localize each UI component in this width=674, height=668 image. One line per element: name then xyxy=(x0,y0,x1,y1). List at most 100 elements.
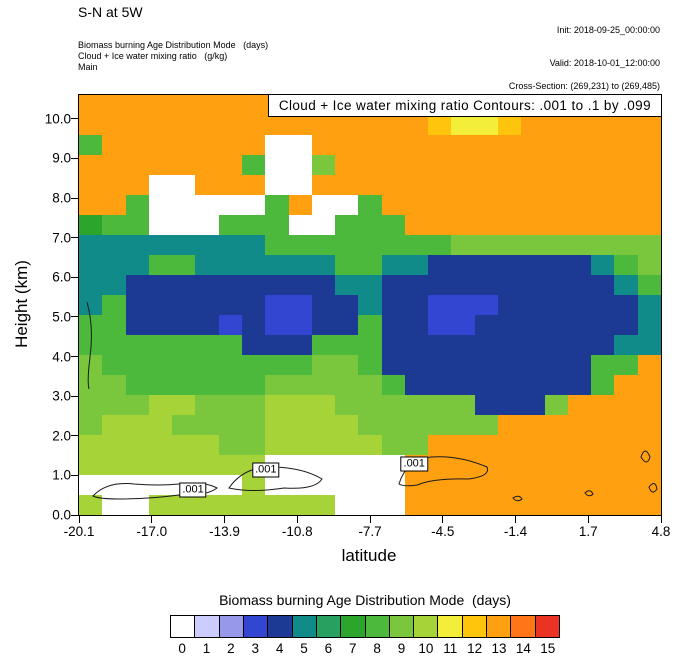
heatmap-cell xyxy=(591,155,615,175)
legend-color-cell xyxy=(413,616,438,637)
heatmap-cell xyxy=(125,475,149,495)
heatmap-cell xyxy=(195,195,219,215)
heatmap-cell xyxy=(311,175,336,195)
heatmap-cell xyxy=(474,475,499,495)
heatmap-cell xyxy=(125,255,149,275)
heatmap-cell xyxy=(521,475,545,495)
heatmap-cell xyxy=(521,455,545,475)
heatmap-cell xyxy=(498,215,522,235)
heatmap-cell xyxy=(358,315,382,335)
x-tick-label: -20.1 xyxy=(63,524,95,539)
heatmap-cell xyxy=(125,175,149,195)
heatmap-cell xyxy=(591,375,615,395)
y-tick-mark xyxy=(71,118,79,120)
heatmap-cell xyxy=(544,195,568,215)
heatmap-cell xyxy=(498,435,522,455)
heatmap-cell xyxy=(358,195,382,215)
heatmap-cell xyxy=(125,275,149,295)
field-description-block: Biomass burning Age Distribution Mode (d… xyxy=(78,40,268,73)
heatmap-cell xyxy=(288,495,312,515)
legend-tick-label: 2 xyxy=(227,641,235,656)
heatmap-cell xyxy=(358,135,382,155)
heatmap-cell xyxy=(428,435,452,455)
y-tick-mark xyxy=(71,157,79,159)
heatmap-cell xyxy=(265,315,289,335)
contour-value-label: .001 xyxy=(252,462,280,478)
legend-color-cell xyxy=(486,616,511,637)
heatmap-cell xyxy=(125,415,149,435)
heatmap-cell xyxy=(381,295,405,315)
heatmap-cell xyxy=(125,455,149,475)
heatmap-cell xyxy=(241,395,266,415)
heatmap-cell xyxy=(218,455,242,475)
heatmap-cell xyxy=(335,255,359,275)
heatmap-cell xyxy=(172,215,196,235)
y-tick-mark xyxy=(71,197,79,199)
heatmap-cell xyxy=(218,235,242,255)
heatmap-cell xyxy=(591,215,615,235)
heatmap-cell xyxy=(358,235,382,255)
timestamp-block: Init: 2018-09-25_00:00:00 Valid: 2018-10… xyxy=(550,3,660,91)
heatmap-cell xyxy=(265,175,289,195)
heatmap-cell xyxy=(335,235,359,255)
heatmap-cell xyxy=(381,355,405,375)
legend-color-cell xyxy=(364,616,389,637)
heatmap-cell xyxy=(218,195,242,215)
heatmap-cell xyxy=(79,255,103,275)
heatmap-cell xyxy=(79,95,103,115)
heatmap-cell xyxy=(567,255,592,275)
heatmap-cell xyxy=(358,435,382,455)
heatmap-cell xyxy=(428,295,452,315)
heatmap-cell xyxy=(195,315,219,335)
x-tick-mark xyxy=(78,515,80,523)
heatmap-cell xyxy=(125,395,149,415)
heatmap-cell xyxy=(311,295,336,315)
heatmap-cell xyxy=(288,375,312,395)
heatmap-cell xyxy=(591,495,615,515)
heatmap-cell xyxy=(498,315,522,335)
heatmap-cell xyxy=(172,335,196,355)
heatmap-cell xyxy=(404,315,429,335)
heatmap-cell xyxy=(241,95,266,115)
heatmap-cell xyxy=(381,455,405,475)
heatmap-cell xyxy=(404,275,429,295)
heatmap-cell xyxy=(125,375,149,395)
heatmap-cell xyxy=(544,415,568,435)
heatmap-cell xyxy=(195,115,219,135)
heatmap-cell xyxy=(218,355,242,375)
legend-color-cell xyxy=(291,616,316,637)
heatmap-cell xyxy=(102,175,126,195)
heatmap-cell xyxy=(241,375,266,395)
contour-value-label: .001 xyxy=(179,482,207,498)
y-tick-label: 6.0 xyxy=(52,269,71,285)
heatmap-cell xyxy=(544,275,568,295)
y-tick-label: 2.0 xyxy=(52,428,71,444)
heatmap-cell xyxy=(591,235,615,255)
heatmap-cell xyxy=(335,195,359,215)
heatmap-cell xyxy=(125,295,149,315)
x-tick-mark xyxy=(442,515,444,523)
heatmap-cell xyxy=(172,115,196,135)
heatmap-cell xyxy=(335,275,359,295)
heatmap-cell xyxy=(451,195,475,215)
heatmap-cell xyxy=(148,235,173,255)
heatmap-cell xyxy=(567,115,592,135)
heatmap-cell xyxy=(381,255,405,275)
heatmap-cell xyxy=(358,115,382,135)
heatmap-cell xyxy=(148,135,173,155)
heatmap-cell xyxy=(404,255,429,275)
heatmap-cell xyxy=(451,315,475,335)
heatmap-cell xyxy=(381,415,405,435)
heatmap-cell xyxy=(288,455,312,475)
heatmap-cell xyxy=(79,375,103,395)
heatmap-cell xyxy=(311,115,336,135)
heatmap-cell xyxy=(637,155,661,175)
heatmap-cell xyxy=(567,455,592,475)
heatmap-cell xyxy=(79,395,103,415)
y-tick-label: 0.0 xyxy=(52,507,71,523)
y-tick-label: 1.0 xyxy=(52,467,71,483)
heatmap-cell xyxy=(498,395,522,415)
heatmap-cell xyxy=(265,135,289,155)
heatmap-cell xyxy=(567,495,592,515)
